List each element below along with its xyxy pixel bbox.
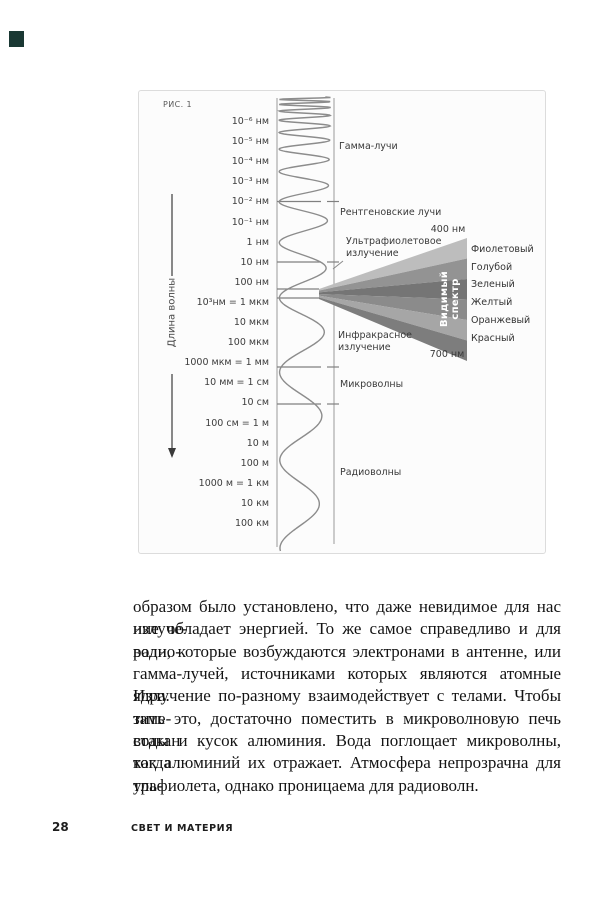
- page-number: 28: [52, 820, 69, 834]
- body-line: тить это, достаточно поместить в микрово…: [133, 708, 561, 751]
- body-paragraph: образом было установлено, что даже невид…: [133, 596, 561, 797]
- scale-label: 10⁻² нм: [231, 196, 269, 208]
- band-label: Гамма-лучи: [339, 141, 398, 152]
- band-label: Радиоволны: [340, 467, 402, 478]
- spectrum-color-label: Голубой: [471, 261, 513, 273]
- scale-label: 1 нм: [246, 236, 269, 248]
- body-line: образом было установлено, что даже невид…: [133, 597, 561, 639]
- scale-label: 10 км: [240, 497, 269, 509]
- scale-label: 10 м: [246, 437, 269, 449]
- body-line: ние обладает энергией. То же самое справ…: [133, 619, 561, 661]
- scale-label: 10⁻⁵ нм: [231, 136, 269, 148]
- scale-label: 100 км: [234, 518, 269, 529]
- scale-label: 100 м: [240, 457, 269, 469]
- spectrum-color-label: Красный: [471, 332, 515, 344]
- spectrum-diagram-graphic: [168, 96, 467, 552]
- visible-end-label: 700 нм: [429, 349, 465, 360]
- spectrum-color-label: Желтый: [471, 297, 513, 309]
- scale-label: 100 нм: [234, 276, 269, 288]
- scale-label: 10⁻⁴ нм: [231, 156, 269, 168]
- running-title: СВЕТ И МАТЕРИЯ: [131, 823, 234, 834]
- spectrum-color-label: Оранжевый: [471, 314, 531, 326]
- spectrum-color-label: Фиолетовый: [471, 244, 534, 255]
- page-corner-mark: [9, 31, 24, 47]
- body-line: волн, которые возбуждаются электронами в…: [133, 641, 561, 661]
- scale-label: 1000 мкм = 1 мм: [184, 357, 269, 369]
- scale-label: 100 мкм: [227, 337, 269, 349]
- band-label: Инфракрасное излучение: [338, 330, 412, 353]
- body-line: Излучение по-разному взаимодействует с т…: [133, 686, 561, 728]
- scale-label: 10 см: [241, 397, 270, 409]
- figure-em-spectrum: РИС. 1 10⁻⁶ нм 10⁻⁵ нм 10⁻⁴ нм 10⁻³ нм 10⁻² …: [138, 90, 546, 554]
- scale-label: 10 нм: [240, 256, 270, 268]
- body-line: трафиолета, однако проницаема для радиов…: [133, 775, 479, 795]
- band-label: Микроволны: [340, 379, 404, 390]
- scale-label: 10⁻³ нм: [231, 176, 269, 188]
- figure-caption: РИС. 1: [163, 100, 192, 109]
- visible-start-label: 400 нм: [430, 224, 466, 235]
- scale-label: 100 см = 1 м: [205, 417, 269, 429]
- spectrum-color-label: Зеленый: [471, 279, 515, 291]
- body-line: воды и кусок алюминия. Вода поглощает ми…: [133, 731, 561, 773]
- band-label: Ультрафиолетовое излучение: [346, 236, 442, 259]
- wavelength-axis-label: Длина волны: [166, 277, 178, 348]
- body-line: гамма-лучей, источниками которых являютс…: [133, 664, 561, 706]
- visible-spectrum-label: Видимый спектр: [439, 270, 461, 328]
- body-line: как алюминий их отражает. Атмосфера непр…: [133, 753, 561, 795]
- scale-label: 1000 м = 1 км: [198, 477, 269, 489]
- scale-label: 10⁻⁶ нм: [231, 116, 269, 127]
- band-label: Рентгеновские лучи: [340, 207, 442, 218]
- scale-label: 10³нм = 1 мкм: [196, 296, 269, 308]
- scale-label: 10⁻¹ нм: [231, 216, 269, 228]
- scale-label: 10 мм = 1 см: [204, 377, 269, 389]
- scale-label: 10 мкм: [233, 317, 269, 328]
